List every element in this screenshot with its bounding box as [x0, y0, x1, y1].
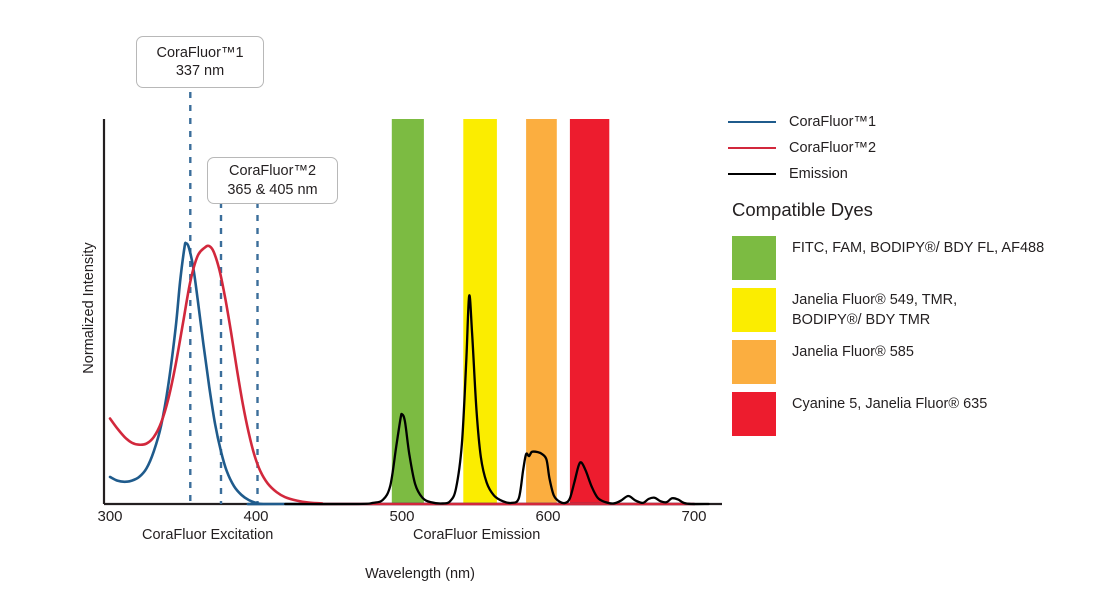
x-axis-title: Wavelength (nm)	[365, 566, 475, 582]
callout-corafluor2-value: 365 & 405 nm	[227, 181, 318, 198]
dye-label: Janelia Fluor® 549, TMR, BODIPY®/ BDY TM…	[792, 292, 958, 328]
region-label-excitation: CoraFluor Excitation	[142, 527, 274, 543]
dye-color-swatch	[732, 340, 776, 384]
legend-item-emission[interactable]: Emission	[728, 166, 848, 182]
x-tick-300: 300	[97, 508, 123, 525]
curve-corafluor2	[108, 244, 696, 506]
x-tick-500: 500	[389, 508, 415, 525]
dye-legend-item[interactable]: Janelia Fluor® 585	[732, 340, 914, 384]
dye-label: Cyanine 5, Janelia Fluor® 635	[792, 396, 988, 412]
legend-line-swatch	[728, 147, 776, 149]
dye-color-swatch	[732, 288, 776, 332]
compatible-dyes-title: Compatible Dyes	[732, 199, 873, 220]
x-tick-700: 700	[681, 508, 707, 525]
dye-legend-item[interactable]: Cyanine 5, Janelia Fluor® 635	[732, 392, 987, 436]
dye-legend-item[interactable]: Janelia Fluor® 549, TMR, BODIPY®/ BDY TM…	[732, 288, 957, 332]
orange-band	[526, 119, 557, 504]
legend-item-corafluor1[interactable]: CoraFluor™1	[728, 114, 876, 130]
legend-line-swatch	[728, 121, 776, 123]
x-tick-400: 400	[243, 508, 269, 525]
callout-corafluor1: CoraFluor™1 337 nm	[136, 36, 264, 88]
chart-canvas	[102, 92, 722, 506]
spectra-chart: CoraFluor™1 337 nm CoraFluor™2 365 & 405…	[81, 36, 722, 582]
callout-corafluor1-value: 337 nm	[175, 63, 225, 79]
legend-label: Emission	[789, 166, 848, 182]
callout-corafluor2-title: CoraFluor™2	[228, 163, 317, 180]
legend-label: CoraFluor™2	[789, 140, 877, 156]
legend-panel: CoraFluor™1 CoraFluor™2 Emission Compatibl…	[726, 0, 1110, 612]
spectra-curves-group	[108, 241, 710, 506]
curve-emission	[284, 294, 710, 506]
dye-color-swatch	[732, 236, 776, 280]
dye-color-swatch	[732, 392, 776, 436]
dye-bands-group	[391, 119, 610, 504]
dye-legend-item[interactable]: FITC, FAM, BODIPY®/ BDY FL, AF488	[732, 236, 1044, 280]
dye-label: Janelia Fluor® 585	[792, 344, 914, 360]
x-tick-600: 600	[535, 508, 561, 525]
callout-corafluor2: CoraFluor™2 365 & 405 nm	[207, 157, 338, 204]
callout-corafluor1-title: CoraFluor™1	[156, 44, 244, 61]
y-axis-title: Normalized Intensity	[81, 242, 97, 374]
legend-item-corafluor2[interactable]: CoraFluor™2	[728, 140, 876, 156]
legend-label: CoraFluor™1	[789, 114, 877, 130]
red-band	[569, 119, 610, 504]
dye-label: FITC, FAM, BODIPY®/ BDY FL, AF488	[792, 240, 1045, 256]
region-label-emission: CoraFluor Emission	[413, 527, 541, 543]
curve-corafluor1	[108, 241, 696, 506]
legend-line-swatch	[728, 173, 776, 175]
